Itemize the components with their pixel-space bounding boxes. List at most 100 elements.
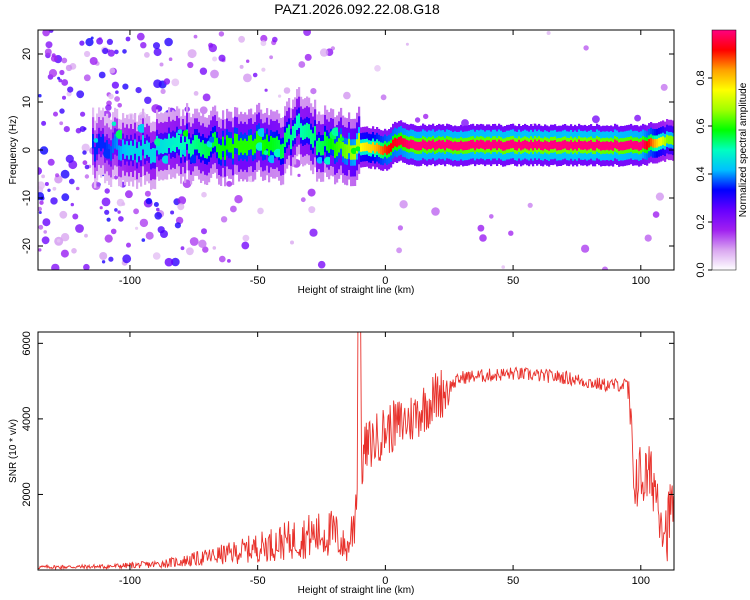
spectrogram-noise-blob: [115, 90, 119, 94]
spectrogram-noise-blob: [83, 74, 91, 82]
spectrogram-noise-blob: [171, 78, 180, 87]
spectrogram-noise-blob: [135, 226, 139, 230]
spectrogram-ridge-cell: [486, 140, 489, 149]
x-tick-label: 50: [507, 575, 519, 587]
y-tick-label: -20: [21, 238, 33, 254]
spectrogram-ridge-cell: [358, 133, 361, 148]
spectrogram-ridge-cell: [446, 139, 449, 149]
spectrogram-noise-blob: [177, 203, 185, 211]
spectrogram-noise-blob: [122, 254, 132, 264]
spectrogram-ridge-cell: [234, 133, 237, 148]
spectrogram-ridge-cell: [222, 136, 225, 152]
spectrogram-ridge-cell: [290, 134, 293, 150]
spectrogram-noise-blob: [61, 79, 69, 86]
x-tick-label: -50: [250, 275, 266, 287]
spectrogram-ridge-cell: [154, 148, 157, 163]
spectrogram-ridge-cell: [666, 134, 669, 144]
spectrogram-ridge-cell: [94, 147, 97, 162]
spectrogram-ridge-cell: [254, 138, 257, 154]
colorbar-tick-label: 0.4: [695, 166, 707, 181]
spectrogram-noise-blob: [102, 47, 109, 55]
spectrogram-ridge-cell: [370, 144, 373, 153]
spectrogram-ridge-blob: [177, 129, 183, 135]
spectrogram-heat-layer: [38, 30, 674, 270]
spectrogram-noise-blob: [111, 81, 119, 89]
spectrogram-noise-blob: [99, 206, 103, 210]
x-tick-label: -50: [250, 575, 266, 587]
spectrogram-ridge-cell: [564, 139, 567, 149]
spectrogram-ridge-cell: [120, 146, 123, 161]
spectrogram-ridge-cell: [146, 140, 149, 155]
spectrogram-ridge-cell: [394, 137, 397, 147]
spectrogram-noise-blob: [317, 260, 326, 269]
spectrogram-noise-blob: [61, 57, 68, 64]
spectrogram-noise-blob: [81, 143, 90, 152]
spectrogram-noise-blob: [99, 252, 108, 260]
spectrogram-noise-blob: [489, 214, 494, 219]
spectrogram-noise-blob: [38, 167, 42, 175]
y-tick-label: 10: [21, 96, 33, 108]
spectrogram-ridge-cell: [588, 140, 591, 150]
spectrogram-ridge-cell: [416, 141, 419, 151]
spectrogram-ridge-cell: [606, 141, 609, 150]
spectrogram-ridge-cell: [304, 124, 307, 139]
spectrogram-noise-blob: [160, 230, 168, 238]
spectrogram-ridge-cell: [162, 139, 165, 154]
spectrogram-noise-blob: [122, 83, 129, 90]
spectrogram-noise-blob: [42, 218, 51, 227]
spectrogram-ridge-cell: [448, 140, 451, 149]
spectrogram-noise-blob: [414, 117, 421, 123]
spectrogram-ridge-cell: [440, 140, 443, 150]
spectrogram-ridge-cell: [102, 134, 105, 149]
spectrogram-noise-blob: [105, 104, 112, 111]
spectrogram-noise-blob: [151, 104, 161, 114]
spectrogram-ridge-cell: [530, 139, 533, 149]
spectrogram-noise-blob: [501, 265, 506, 269]
spectrogram-noise-blob: [202, 93, 211, 102]
spectrogram-ridge-cell: [642, 139, 645, 149]
spectrogram-noise-blob: [300, 197, 306, 203]
spectrogram-noise-blob: [431, 207, 440, 216]
spectrogram-noise-blob: [61, 193, 70, 202]
x-tick-label: -100: [119, 275, 141, 287]
spectrogram-ridge-cell: [546, 141, 549, 150]
spectrogram-ridge-cell: [202, 140, 205, 155]
spectrogram-noise-blob: [48, 69, 58, 78]
spectrogram-noise-blob: [174, 222, 181, 229]
spectrogram-noise-blob: [212, 56, 218, 62]
spectrogram-ridge-cell: [138, 141, 141, 157]
spectrogram-ridge-cell: [434, 141, 437, 151]
spectrogram-ridge-cell: [252, 140, 255, 156]
spectrogram-noise-blob: [592, 115, 600, 124]
spectrogram-ridge-cell: [594, 141, 597, 151]
spectrogram-noise-blob: [44, 182, 49, 186]
spectrogram-ridge-cell: [224, 145, 227, 160]
spectrogram-noise-blob: [152, 252, 161, 260]
spectrogram-ridge-cell: [500, 140, 503, 150]
y-tick-label: 4000: [21, 407, 33, 431]
spectrogram-ridge-cell: [634, 140, 637, 150]
spectrogram-noise-blob: [396, 247, 402, 254]
spectrogram-noise-blob: [168, 57, 173, 61]
colorbar-gradient: [711, 29, 737, 271]
spectrogram-noise-blob: [47, 188, 51, 192]
spectrogram-ridge-cell: [240, 138, 243, 153]
spectrogram-ridge-cell: [158, 140, 161, 155]
spectrogram-ridge-cell: [652, 139, 655, 148]
spectrogram-noise-blob: [50, 55, 58, 62]
spectrogram-ridge-cell: [124, 144, 127, 159]
spectrogram-ridge-cell: [374, 144, 377, 154]
spectrogram-ridge-cell: [544, 140, 547, 149]
spectrogram-ridge-cell: [498, 139, 501, 149]
spectrogram-ridge-cell: [324, 131, 327, 147]
spectrogram-noise-blob: [227, 259, 231, 263]
colorbar-tick-label: 0.0: [695, 262, 707, 277]
spectrogram-ridge-cell: [406, 139, 409, 149]
spectrogram-ridge-cell: [106, 140, 109, 155]
spectrogram-noise-blob: [153, 79, 162, 88]
spectrogram-ridge-cell: [504, 141, 507, 151]
spectrogram-ridge-cell: [318, 137, 321, 153]
spectrogram-ridge-cell: [508, 140, 511, 150]
spectrogram-ridge-cell: [346, 144, 349, 159]
